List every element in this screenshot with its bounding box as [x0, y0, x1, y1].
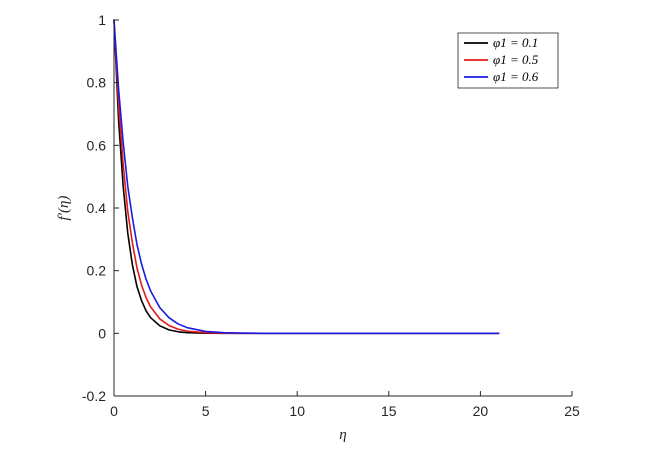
axes-layer: 0 5 10 15 20 25-0.200.20.40.60.81: [82, 12, 580, 419]
legend-label-3: φ1 = 0.6: [493, 69, 539, 84]
x-tick-label: 20: [473, 403, 489, 419]
x-tick-label: 10: [289, 403, 305, 419]
legend-label-1: φ1 = 0.1: [493, 35, 538, 50]
y-tick-label: 0: [98, 325, 106, 341]
legend-label-2: φ1 = 0.5: [493, 52, 539, 67]
y-tick-label: -0.2: [82, 388, 106, 404]
legend: φ1 = 0.1 φ1 = 0.5 φ1 = 0.6: [457, 32, 559, 89]
y-tick-label: 0.6: [87, 137, 107, 153]
x-tick-label: 25: [564, 403, 580, 419]
series-layer: [113, 19, 500, 335]
series-line-3: [113, 19, 500, 335]
x-axis-title: η: [339, 427, 346, 443]
y-tick-label: 1: [98, 12, 106, 28]
x-tick-label: 0: [110, 403, 118, 419]
x-tick-label: 5: [202, 403, 210, 419]
y-tick-label: 0.2: [87, 263, 107, 279]
y-axis-title: f′(η): [56, 196, 72, 221]
x-tick-label: 15: [381, 403, 397, 419]
y-tick-label: 0.4: [87, 200, 107, 216]
y-tick-label: 0.8: [87, 75, 107, 91]
